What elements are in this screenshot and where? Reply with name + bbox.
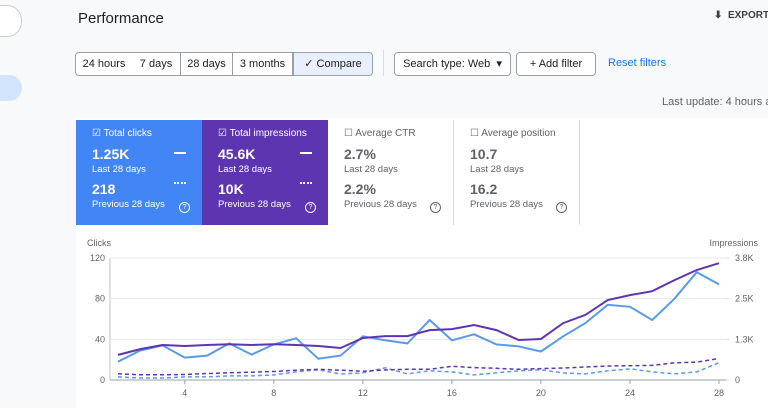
y-axis-title: Clicks xyxy=(87,238,111,248)
divider xyxy=(383,50,384,76)
metric-prev-value: 218 xyxy=(92,181,116,197)
series-line xyxy=(117,262,720,356)
metric-period: Last 28 days xyxy=(470,164,524,175)
x-tick-label: 8 xyxy=(271,388,276,398)
search-type-label: Search type: Web xyxy=(403,58,491,70)
y-tick-label: 0 xyxy=(100,375,105,385)
y2-tick-label: 2.5K xyxy=(735,294,754,304)
solid-indicator xyxy=(174,152,186,154)
page-title: Performance xyxy=(78,10,164,27)
compare-label: Compare xyxy=(316,58,362,70)
add-filter-label: Add filter xyxy=(538,58,583,70)
series-line xyxy=(117,270,720,363)
metric-value: 2.7% xyxy=(344,146,376,162)
series-line xyxy=(117,362,720,379)
property-selector[interactable] xyxy=(0,5,22,37)
range-button[interactable]: 3 months xyxy=(233,52,293,76)
checkbox[interactable]: ☑ xyxy=(92,128,101,139)
y2-tick-label: 3.8K xyxy=(735,253,754,263)
x-tick-label: 4 xyxy=(182,388,187,398)
metric-prev-period: Previous 28 days xyxy=(218,199,291,210)
metric-card[interactable]: ☐ Average position 10.7 Last 28 days 16.… xyxy=(454,120,580,225)
nav-selected[interactable] xyxy=(0,75,22,101)
help-icon[interactable]: ? xyxy=(305,202,316,213)
metric-prev-period: Previous 28 days xyxy=(92,199,165,210)
help-icon[interactable]: ? xyxy=(556,202,567,213)
series-line xyxy=(117,357,720,376)
metric-value: 10.7 xyxy=(470,146,498,162)
metric-card[interactable]: ☑ Total clicks 1.25K Last 28 days 218 Pr… xyxy=(76,120,202,225)
metric-prev-value: 2.2% xyxy=(344,181,376,197)
y2-tick-label: 0 xyxy=(735,375,740,385)
metric-name: Average CTR xyxy=(355,128,416,139)
y2-tick-label: 1.3K xyxy=(735,334,754,344)
dashed-indicator xyxy=(174,182,186,184)
metric-period: Last 28 days xyxy=(218,164,272,175)
x-tick-label: 24 xyxy=(625,388,635,398)
metric-prev-period: Previous 28 days xyxy=(470,199,543,210)
metric-value: 45.6K xyxy=(218,146,256,162)
checkbox[interactable]: ☐ xyxy=(344,128,353,139)
checkbox[interactable]: ☐ xyxy=(470,128,479,139)
metric-prev-value: 10K xyxy=(218,181,244,197)
metric-prev-value: 16.2 xyxy=(470,181,498,197)
metric-card[interactable]: ☐ Average CTR 2.7% Last 28 days 2.2% Pre… xyxy=(328,120,454,225)
y-tick-label: 80 xyxy=(95,294,105,304)
x-tick-label: 20 xyxy=(536,388,546,398)
range-button[interactable]: 24 hours xyxy=(75,52,133,76)
range-button[interactable]: 28 days xyxy=(181,52,233,76)
y-tick-label: 40 xyxy=(95,334,105,344)
y-tick-label: 120 xyxy=(90,253,105,263)
metric-prev-period: Previous 28 days xyxy=(344,199,417,210)
metric-name: Total clicks xyxy=(103,128,152,139)
metric-value: 1.25K xyxy=(92,146,130,162)
range-button[interactable]: 7 days xyxy=(132,52,181,76)
reset-filters[interactable]: Reset filters xyxy=(608,57,667,69)
metric-label: ☑ Total impressions xyxy=(218,128,328,139)
metric-card[interactable]: ☑ Total impressions 45.6K Last 28 days 1… xyxy=(202,120,328,225)
metric-label: ☐ Average CTR xyxy=(344,128,453,139)
checkbox[interactable]: ☑ xyxy=(218,128,227,139)
metric-period: Last 28 days xyxy=(344,164,398,175)
chart: Clicks Impressions 0 40 80 120 0 1.3K 2.5K 3.8K… xyxy=(87,238,759,398)
metric-name: Total impressions xyxy=(229,128,307,139)
metric-label: ☑ Total clicks xyxy=(92,128,202,139)
dashed-indicator xyxy=(300,182,312,184)
last-update: Last update: 4 hours ago xyxy=(662,96,768,108)
add-filter-button[interactable]: + Add filter xyxy=(516,52,596,76)
x-tick-label: 12 xyxy=(358,388,368,398)
search-type-button[interactable]: Search type: Web ▾ xyxy=(394,52,511,76)
export-label: EXPORT xyxy=(727,10,768,21)
export-button[interactable]: ⬇ EXPORT xyxy=(714,10,768,21)
compare-button[interactable]: ✓ Compare xyxy=(293,52,373,76)
metric-name: Average position xyxy=(481,128,556,139)
help-icon[interactable]: ? xyxy=(179,202,190,213)
metric-period: Last 28 days xyxy=(92,164,146,175)
help-icon[interactable]: ? xyxy=(430,202,441,213)
solid-indicator xyxy=(300,152,312,154)
metric-label: ☐ Average position xyxy=(470,128,579,139)
x-tick-label: 16 xyxy=(447,388,457,398)
y2-axis-title: Impressions xyxy=(709,238,758,248)
x-tick-label: 28 xyxy=(714,388,724,398)
